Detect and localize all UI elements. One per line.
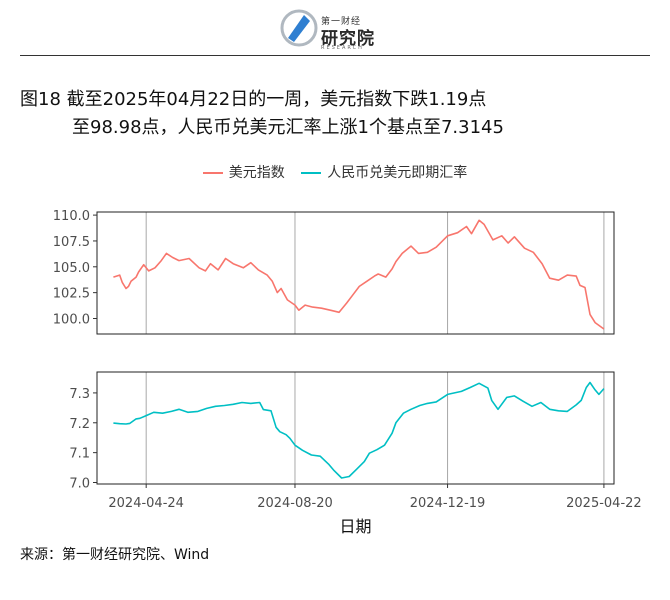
source-note: 来源：第一财经研究院、Wind bbox=[20, 547, 210, 563]
series-line-usd bbox=[113, 219, 605, 330]
logo-sub-text: RESEARCH bbox=[321, 45, 364, 51]
y-tick-label-cny-3: 7.3 bbox=[69, 387, 90, 402]
y-tick-label-usd-2: 105.0 bbox=[53, 261, 90, 276]
y-tick-label-cny-2: 7.2 bbox=[69, 417, 90, 432]
x-axis-label: 日期 bbox=[339, 517, 371, 536]
chart-title-line-2: 至98.98点，人民币兑美元汇率上涨1个基点至7.3145 bbox=[72, 117, 504, 138]
x-tick-label-0: 2024-04-24 bbox=[108, 496, 184, 511]
x-tick-label-2: 2024-12-19 bbox=[410, 496, 486, 511]
legend-swatch-cny-rate bbox=[301, 172, 322, 174]
chart-legend: 美元指数 人民币兑美元即期汇率 bbox=[0, 162, 670, 182]
legend-item-usd-index: 美元指数 bbox=[202, 162, 285, 182]
x-tick-label-3: 2025-04-22 bbox=[566, 496, 642, 511]
panel-frame-usd bbox=[96, 211, 615, 335]
y-tick-label-cny-1: 7.1 bbox=[69, 447, 90, 462]
legend-item-cny-rate: 人民币兑美元即期汇率 bbox=[301, 162, 467, 182]
y-tick-label-usd-3: 107.5 bbox=[53, 235, 90, 250]
y-tick-label-usd-0: 100.0 bbox=[53, 312, 90, 327]
y-tick-label-usd-1: 102.5 bbox=[53, 287, 90, 302]
chart-title-line-1: 图18 截至2025年04月22日的一周，美元指数下跌1.19点 bbox=[20, 89, 487, 110]
legend-label-usd-index: 美元指数 bbox=[228, 165, 285, 181]
y-tick-label-cny-0: 7.0 bbox=[69, 477, 90, 492]
logo-main-text: 研究院 bbox=[321, 29, 375, 49]
chart-title: 图18 截至2025年04月22日的一周，美元指数下跌1.19点 至98.98点… bbox=[20, 86, 650, 142]
logo-top-text: 第一财经 bbox=[321, 17, 362, 27]
logo-emblem-icon bbox=[280, 9, 318, 47]
panel-frame-cny bbox=[96, 371, 615, 485]
x-tick-label-1: 2024-08-20 bbox=[257, 496, 333, 511]
research-logo: 第一财经 研究院 RESEARCH bbox=[279, 8, 389, 52]
series-line-cny bbox=[113, 381, 605, 479]
header-divider bbox=[20, 55, 650, 56]
y-tick-label-usd-4: 110.0 bbox=[53, 209, 90, 224]
legend-swatch-usd-index bbox=[202, 172, 223, 174]
legend-label-cny-rate: 人民币兑美元即期汇率 bbox=[327, 165, 468, 181]
